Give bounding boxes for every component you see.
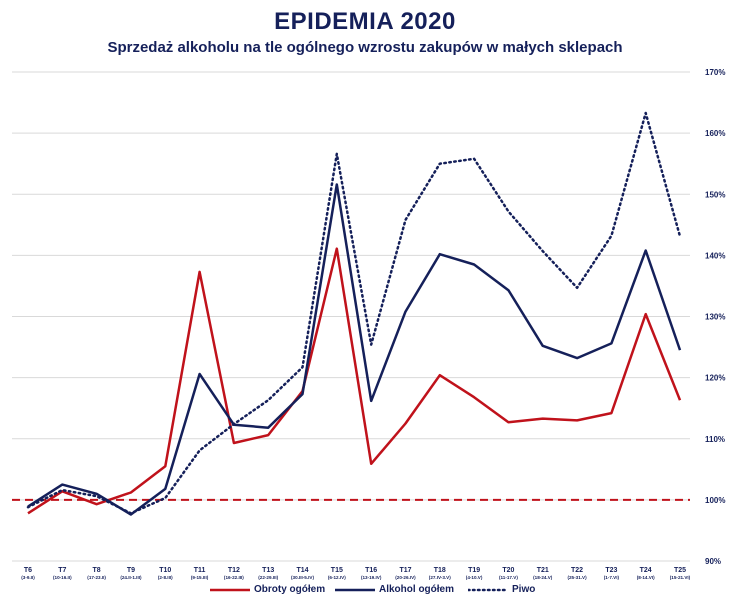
legend-item-obroty: Obroty ogółem bbox=[210, 584, 325, 595]
x-tick-dates: (8-14.VI) bbox=[637, 575, 655, 580]
x-tick-week: T8 bbox=[93, 567, 101, 574]
x-tick-dates: (10-16.II) bbox=[53, 575, 72, 580]
chart-subtitle: Sprzedaż alkoholu na tle ogólnego wzrost… bbox=[107, 39, 623, 56]
y-axis: 90% 100% 110% 120% 130% 140% 150% 160% 170% bbox=[705, 68, 725, 566]
legend-swatch-alkohol bbox=[335, 588, 375, 591]
legend-item-alkohol: Alkohol ogółem bbox=[335, 584, 454, 595]
y-tick-label: 110% bbox=[705, 435, 725, 444]
legend-label-piwo: Piwo bbox=[512, 584, 536, 595]
y-tick-label: 100% bbox=[705, 496, 725, 505]
x-tick-week: T20 bbox=[502, 567, 514, 574]
x-tick-dates: (16-22.III) bbox=[224, 575, 244, 580]
x-tick-week: T10 bbox=[159, 567, 171, 574]
y-tick-label: 150% bbox=[705, 190, 725, 199]
y-tick-label: 160% bbox=[705, 129, 725, 138]
x-tick-week: T13 bbox=[262, 567, 274, 574]
legend-label-obroty: Obroty ogółem bbox=[254, 584, 326, 595]
x-tick-dates: (13-19.IV) bbox=[361, 575, 382, 580]
x-tick-week: T18 bbox=[434, 567, 446, 574]
y-tick-label: 170% bbox=[705, 68, 725, 77]
x-tick-week: T22 bbox=[571, 567, 583, 574]
legend-swatch-piwo bbox=[468, 588, 508, 591]
x-tick-week: T6 bbox=[24, 567, 32, 574]
y-tick-label: 130% bbox=[705, 313, 725, 322]
x-tick-dates: (2-8.III) bbox=[158, 575, 173, 580]
x-tick-week: T9 bbox=[127, 567, 135, 574]
x-tick-week: T12 bbox=[228, 567, 240, 574]
y-tick-label: 140% bbox=[705, 251, 725, 260]
legend-item-piwo: Piwo bbox=[468, 584, 535, 595]
x-tick-week: T11 bbox=[194, 567, 206, 574]
x-tick-dates: (9-15.III) bbox=[191, 575, 209, 580]
x-tick-dates: (22-29.III) bbox=[258, 575, 278, 580]
x-tick-dates: (17-23.II) bbox=[87, 575, 106, 580]
y-tick-label: 120% bbox=[705, 374, 725, 383]
x-tick-dates: (1-7.VI) bbox=[604, 575, 620, 580]
x-tick-dates: (30.III-5.IV) bbox=[291, 575, 314, 580]
chart-title: EPIDEMIA 2020 bbox=[274, 8, 456, 35]
series-line-obroty bbox=[27, 247, 682, 515]
x-tick-week: T23 bbox=[605, 567, 617, 574]
series-line-alkohol bbox=[27, 183, 682, 516]
x-tick-dates: (6-12.IV) bbox=[328, 575, 346, 580]
x-tick-dates: (20-26.IV) bbox=[395, 575, 416, 580]
x-tick-dates: (11-17.V) bbox=[499, 575, 518, 580]
x-tick-week: T21 bbox=[537, 567, 549, 574]
legend-swatch-obroty bbox=[210, 588, 250, 591]
x-tick-dates: (15-21.VI) bbox=[670, 575, 691, 580]
x-tick-dates: (3-9.II) bbox=[21, 575, 35, 580]
x-tick-dates: (4-10.V) bbox=[466, 575, 483, 580]
x-tick-week: T19 bbox=[468, 567, 480, 574]
x-tick-week: T14 bbox=[296, 567, 308, 574]
series-line-piwo bbox=[26, 111, 682, 515]
legend-label-alkohol: Alkohol ogółem bbox=[379, 584, 454, 595]
series-group bbox=[26, 111, 682, 516]
x-tick-dates: (24.II-1.III) bbox=[120, 575, 142, 580]
x-tick-week: T25 bbox=[674, 567, 686, 574]
y-tick-label: 90% bbox=[705, 557, 721, 566]
x-tick-dates: (25-31.V) bbox=[567, 575, 587, 580]
x-tick-week: T24 bbox=[640, 567, 652, 574]
x-tick-week: T16 bbox=[365, 567, 377, 574]
x-tick-week: T15 bbox=[331, 567, 343, 574]
x-tick-week: T7 bbox=[58, 567, 66, 574]
x-tick-dates: (27.IV-3.V) bbox=[429, 575, 451, 580]
legend: Obroty ogółem Alkohol ogółem Piwo bbox=[0, 584, 730, 602]
x-tick-week: T17 bbox=[399, 567, 411, 574]
x-tick-dates: (18-24.V) bbox=[533, 575, 553, 580]
x-axis: T6(3-9.II) T7(10-16.II) T8(17-23.II) T9(24.… bbox=[21, 567, 690, 580]
gridlines bbox=[12, 71, 690, 562]
